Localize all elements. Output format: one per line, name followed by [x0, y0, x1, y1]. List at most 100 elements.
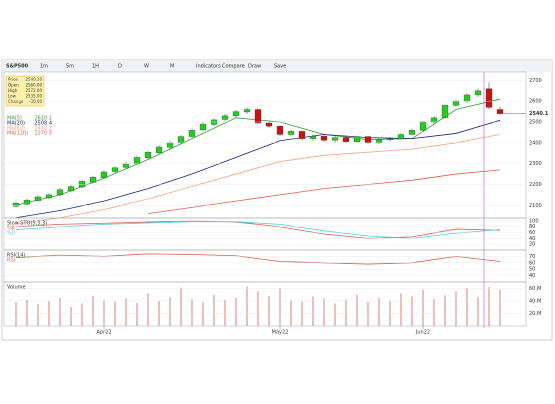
- y-tick-label: 2400: [529, 140, 542, 146]
- candle-body: [232, 111, 240, 116]
- legend-name: MA(120): [7, 131, 28, 137]
- candle-body: [45, 194, 53, 199]
- candle-body: [56, 189, 64, 196]
- window: [1, 59, 553, 341]
- candle-body: [155, 146, 163, 153]
- candle-body: [34, 196, 42, 201]
- toolbar-button[interactable]: Draw: [248, 64, 261, 70]
- info-value: 2572.00: [25, 88, 42, 93]
- legend-name: RSI: [7, 258, 15, 264]
- candle-body: [320, 135, 328, 141]
- last-price-label: 2540.1: [529, 111, 549, 117]
- info-value: -30.00: [29, 99, 42, 104]
- candle-body: [463, 94, 471, 102]
- candle-body: [177, 136, 185, 143]
- toolbar-button[interactable]: 1H: [92, 64, 99, 70]
- candle-body: [166, 142, 174, 148]
- date-label: Jun22: [415, 330, 430, 336]
- info-label: Price: [8, 77, 18, 82]
- indicator-line: [15, 134, 501, 225]
- legend-value: 2610.1: [35, 116, 53, 122]
- candle-body: [89, 177, 97, 183]
- panel-title: RSI(14): [7, 253, 25, 259]
- toolbar-button[interactable]: Save: [274, 64, 286, 70]
- date-label: Apr22: [96, 330, 111, 336]
- y-tick-label: 2600: [529, 99, 542, 105]
- legend-value: 2508.4: [35, 121, 53, 127]
- indicator-line: [15, 220, 501, 239]
- candle-body: [397, 134, 405, 139]
- candle-body: [441, 105, 449, 118]
- candle-body: [364, 136, 372, 143]
- indicator-line: [15, 119, 501, 219]
- candle-body: [254, 109, 262, 124]
- candle-body: [452, 101, 460, 106]
- legend-value: 2440.2: [35, 126, 53, 132]
- candle-body: [430, 117, 438, 123]
- candle-body: [419, 121, 427, 131]
- candle-body: [100, 171, 108, 178]
- y-tick-label: 60: [529, 230, 535, 236]
- candle-body: [111, 167, 119, 172]
- toolbar: [2, 60, 552, 72]
- candle-body: [386, 138, 394, 140]
- candle-body: [243, 109, 251, 113]
- candle-body: [331, 137, 339, 141]
- indicator-line: [15, 253, 501, 265]
- panel: [3, 281, 527, 327]
- candle-body: [353, 136, 361, 142]
- toolbar-button[interactable]: M: [170, 64, 174, 70]
- candle-body: [78, 181, 86, 188]
- y-tick-label: 60: [529, 260, 535, 266]
- symbol: S&P500: [6, 64, 29, 70]
- toolbar-button[interactable]: Compare: [222, 64, 245, 70]
- legend-name: %D: [7, 231, 16, 237]
- legend-name: MA(20): [7, 121, 25, 127]
- candle-body: [474, 90, 482, 96]
- y-tick-label: 2300: [529, 161, 542, 167]
- info-label: Low: [8, 94, 17, 99]
- candle-body: [298, 131, 306, 139]
- candle-body: [23, 199, 31, 205]
- indicator-line: [15, 221, 501, 239]
- toolbar-button[interactable]: 5m: [66, 64, 74, 70]
- y-tick-label: 2700: [529, 78, 542, 84]
- y-tick-label: 40: [529, 236, 535, 242]
- candle-body: [188, 130, 196, 137]
- candle-body: [67, 186, 75, 191]
- candle-body: [122, 163, 130, 168]
- y-tick-label: 2500: [529, 119, 542, 125]
- candle-body: [210, 119, 218, 125]
- y-tick-label: 2200: [529, 182, 542, 188]
- candle-body: [496, 109, 504, 114]
- y-tick-label: 40.M: [529, 298, 541, 304]
- y-tick-label: 100: [529, 218, 539, 224]
- legend-value: 2270.5: [35, 131, 53, 137]
- info-label: Open: [8, 83, 19, 88]
- candle-body: [342, 137, 350, 142]
- panel-title: Slow STO(5,3,3): [7, 221, 47, 227]
- candle-body: [265, 122, 273, 127]
- legend-name: %K: [7, 226, 16, 232]
- toolbar-button[interactable]: W: [144, 64, 149, 70]
- legend-name: MA(5): [7, 116, 22, 122]
- y-tick-label: 50: [529, 267, 535, 273]
- y-tick-label: 20: [529, 242, 535, 248]
- legend-name: MA(60): [7, 126, 25, 132]
- date-label: May22: [272, 330, 289, 336]
- y-tick-label: 60.M: [529, 286, 541, 292]
- toolbar-button[interactable]: D: [118, 64, 122, 70]
- candle-body: [287, 131, 295, 135]
- candle-body: [221, 115, 229, 120]
- candle-body: [144, 152, 152, 158]
- toolbar-button[interactable]: Indicators: [196, 64, 221, 70]
- y-tick-label: 20.M: [529, 311, 541, 317]
- candle-body: [133, 157, 141, 164]
- candle-body: [12, 203, 20, 207]
- panel-title: Volume: [7, 285, 26, 291]
- info-label: Change: [8, 99, 24, 104]
- candle-body: [408, 130, 416, 135]
- toolbar-button[interactable]: 1m: [40, 64, 48, 70]
